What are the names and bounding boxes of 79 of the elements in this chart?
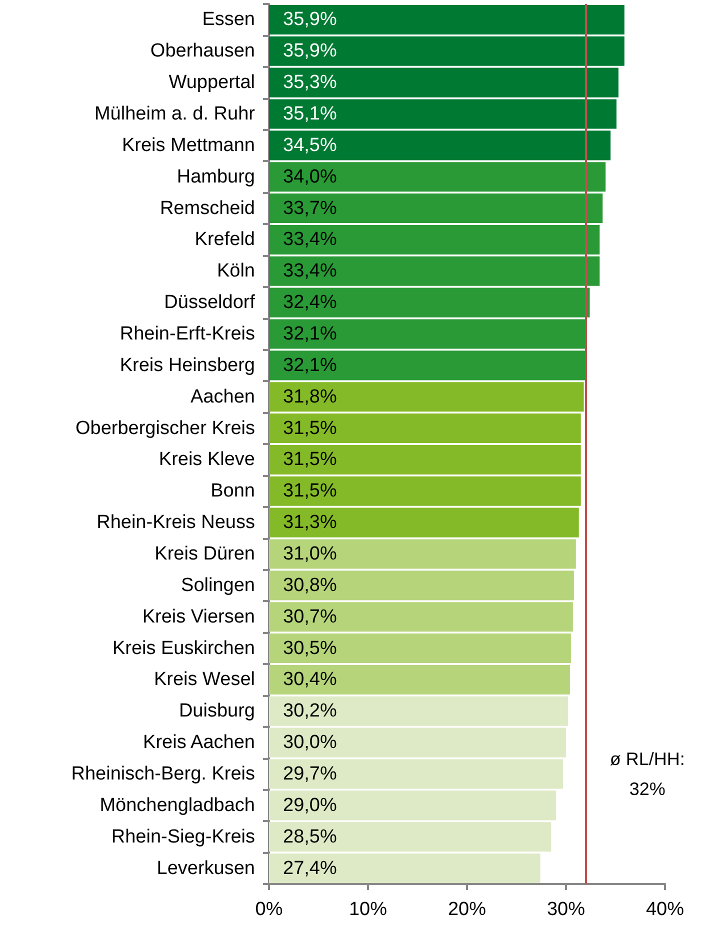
y-tick-label: Rhein-Sieg-Kreis [111,826,255,848]
data-label: 34,0% [283,166,337,188]
data-label: 30,0% [283,732,337,754]
x-tick-label: 0% [255,899,283,920]
y-tick-label: Kreis Aachen [143,732,255,754]
data-label: 31,5% [283,449,337,470]
y-tick-label: Wuppertal [168,72,255,94]
bar [269,36,624,66]
x-tick-label: 10% [348,899,388,920]
x-tick-label: 20% [448,899,486,920]
y-tick-label: Essen [202,9,255,30]
data-label: 33,7% [283,198,337,219]
data-label: 29,7% [283,764,337,784]
data-label: 30,5% [283,638,337,659]
y-tick-label: Kreis Euskirchen [112,638,255,659]
bar [269,162,606,192]
data-label: 32,4% [283,292,337,314]
data-label: 29,0% [283,794,337,816]
y-tick-label: Köln [216,260,255,282]
y-tick-label: Hamburg [176,166,255,188]
bar [269,854,540,884]
bar [269,414,581,444]
bar [269,822,552,852]
data-label: 30,4% [283,669,337,690]
y-tick-label: Kreis Kleve [158,449,255,470]
data-label: 28,5% [283,826,337,848]
data-label: 31,5% [283,418,337,439]
y-tick-label: Rheinisch-Berg. Kreis [71,764,255,784]
y-tick-label: Oberhausen [150,40,255,62]
data-label: 31,0% [283,544,337,564]
bar [269,664,570,694]
y-tick-label: Rhein-Kreis Neuss [96,512,255,534]
y-tick-label: Kreis Wesel [154,669,255,690]
bar [269,634,571,664]
bar [269,508,579,538]
data-label: 32,1% [283,354,337,376]
y-tick-label: Leverkusen [156,858,255,879]
data-label: 35,1% [283,104,337,124]
x-tick-label: 40% [646,899,684,920]
data-label: 32,1% [283,324,337,344]
data-label: 35,3% [283,72,337,94]
bar [269,382,584,412]
bar [269,224,600,254]
data-label: 33,4% [283,229,337,250]
y-tick-label: Aachen [190,386,255,408]
data-label: 30,7% [283,606,337,628]
bar [269,602,573,632]
y-tick-label: Solingen [181,574,255,596]
y-tick-label: Rhein-Erft-Kreis [120,324,255,344]
y-tick-label: Mülheim a. d. Ruhr [94,104,256,124]
bar [269,476,581,506]
y-tick-label: Krefeld [194,229,255,250]
data-label: 27,4% [283,858,337,879]
bar [269,256,600,286]
y-tick-label: Kreis Viersen [142,606,255,628]
data-label: 30,8% [283,574,337,596]
bar [269,696,568,726]
data-label: 35,9% [283,40,337,62]
y-tick-label: Düsseldorf [164,292,256,314]
ref-line-label: ø RL/HH: 32% [610,749,685,799]
y-tick-label: Kreis Mettmann [122,134,255,156]
y-tick-label: Remscheid [160,198,255,219]
y-tick-label: Bonn [210,480,255,502]
data-label: 31,3% [283,512,337,534]
data-label: 35,9% [283,9,337,30]
data-label: 34,5% [283,134,337,156]
data-label: 33,4% [283,260,337,282]
data-label: 31,5% [283,480,337,502]
y-tick-label: Oberbergischer Kreis [75,418,255,439]
data-label: 30,2% [283,700,337,722]
x-tick-label: 30% [546,899,586,920]
data-label: 31,8% [283,386,337,408]
bar [269,444,581,474]
bar [269,194,603,224]
bar [269,4,624,34]
y-tick-label: Duisburg [178,700,255,722]
y-tick-label: Kreis Heinsberg [120,354,255,376]
y-tick-label: Mönchengladbach [100,794,255,816]
y-tick-label: Kreis Düren [154,544,255,564]
